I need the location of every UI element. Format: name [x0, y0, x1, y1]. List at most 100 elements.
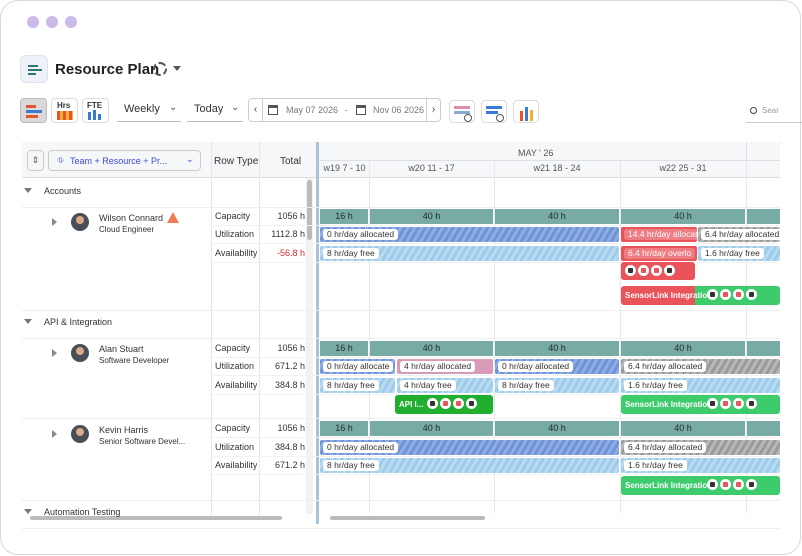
capacity-bar: [747, 421, 780, 436]
resource-role: Cloud Engineer: [99, 225, 155, 234]
project-name: SensorLink Integration: [625, 291, 713, 300]
project-bar[interactable]: [621, 262, 695, 280]
availability-label: 8 hr/day free: [323, 380, 379, 391]
status-icon: [720, 289, 731, 300]
status-icon: [707, 398, 718, 409]
capacity-bar: 16 h: [320, 341, 368, 356]
status-glyph: [456, 401, 461, 406]
week-label: w22 25 - 31: [659, 163, 707, 173]
capacity-bar: 40 h: [495, 341, 619, 356]
expand-caret[interactable]: [52, 349, 57, 357]
resource-role: Software Developer: [99, 356, 170, 365]
availability-bar: 4 hr/day free: [397, 378, 493, 393]
status-glyph: [710, 292, 715, 297]
utilization-label: 14.4 hr/day allocat: [624, 229, 697, 240]
row-total: 384.8 h: [274, 442, 305, 452]
availability-bar: 8 hr/day free: [495, 378, 619, 393]
settings-tool[interactable]: [449, 100, 475, 123]
group-name: Automation Testing: [44, 507, 121, 517]
utilization-label: 4 hr/day allocated: [400, 361, 476, 372]
end-date[interactable]: Nov 06 2026: [373, 105, 425, 115]
status-icon: [707, 289, 718, 300]
row-divider: [211, 357, 780, 358]
group-caret[interactable]: [24, 319, 32, 324]
utilization-bar: 4 hr/day allocated: [397, 359, 493, 374]
group-by-value: Team + Resource + Pr...: [70, 156, 168, 166]
kpi-tool[interactable]: [513, 100, 539, 123]
view-select[interactable]: Weekly ⌄: [117, 98, 181, 122]
start-date[interactable]: May 07 2026: [286, 105, 339, 115]
capacity-bar: [747, 209, 780, 224]
capacity-bar: 40 h: [621, 341, 745, 356]
project-name: API I...: [399, 400, 424, 409]
horizontal-scrollbar[interactable]: [320, 514, 780, 522]
calendar-icon[interactable]: [268, 105, 278, 115]
row-total: 384.8 h: [274, 380, 305, 390]
sort-button[interactable]: ⇕: [27, 150, 44, 171]
row-type: Availability: [215, 248, 258, 258]
today-value: Today: [194, 103, 224, 115]
next-button[interactable]: ›: [426, 99, 440, 121]
column-header: Total: [280, 156, 302, 167]
availability-bar: 1.6 hr/day free: [621, 458, 780, 473]
expand-caret[interactable]: [52, 430, 57, 438]
row-total: 1056 h: [277, 423, 305, 433]
status-icon: [625, 265, 636, 276]
date-separator: -: [345, 105, 348, 115]
status-glyph: [654, 268, 659, 273]
capacity-bar: 40 h: [370, 209, 493, 224]
group-caret[interactable]: [24, 509, 32, 514]
status-icon: [707, 479, 718, 490]
group-caret[interactable]: [24, 188, 32, 193]
status-icon: [733, 289, 744, 300]
splitter[interactable]: [316, 142, 319, 524]
row-total: 1056 h: [277, 343, 305, 353]
project-bar[interactable]: SensorLink Integration: [621, 476, 780, 495]
availability-label: 8 hr/day free: [498, 380, 554, 391]
status-icon: [664, 265, 675, 276]
status-glyph: [736, 482, 741, 487]
availability-label: 6.4 hr/day overlo: [624, 248, 696, 259]
fte-view-button[interactable]: FTE: [82, 98, 109, 123]
status-glyph: [723, 401, 728, 406]
settings-caret[interactable]: [173, 66, 181, 71]
group-by-select[interactable]: Team + Resource + Pr... ⛗ ⌄: [48, 150, 201, 171]
avatar: [71, 425, 89, 443]
hours-view-button[interactable]: Hrs: [51, 98, 78, 123]
project-bar[interactable]: SensorLink Integration: [621, 286, 780, 305]
avatar: [71, 344, 89, 362]
config-tool[interactable]: [481, 100, 507, 123]
today-select[interactable]: Today ⌄: [187, 98, 243, 122]
project-bar[interactable]: API I...: [395, 395, 493, 414]
availability-bar: 8 hr/day free: [320, 458, 619, 473]
horizontal-scrollbar[interactable]: [22, 514, 312, 522]
availability-bar: 8 hr/day free: [320, 378, 395, 393]
utilization-label: 6.4 hr/day allocated: [701, 229, 780, 240]
page-title: Resource Plan: [55, 61, 160, 78]
group-icon: ⛗: [57, 155, 65, 165]
row-type: Capacity: [215, 423, 251, 433]
utilization-bar: 6.4 hr/day allocated: [621, 440, 780, 455]
prev-button[interactable]: ‹: [249, 99, 263, 121]
search-box[interactable]: Sear: [746, 100, 802, 123]
availability-bar: 1.6 hr/day free: [698, 246, 780, 261]
row-divider: [22, 418, 780, 419]
group-name: API & Integration: [44, 317, 113, 327]
row-total: 1056 h: [277, 211, 305, 221]
status-icon: [746, 479, 757, 490]
vertical-scrollbar[interactable]: [306, 178, 313, 514]
hours-label: Hrs: [57, 101, 71, 110]
status-glyph: [749, 482, 754, 487]
fte-label: FTE: [87, 101, 103, 110]
status-icon: [466, 398, 477, 409]
status-glyph: [443, 401, 448, 406]
settings-button[interactable]: [153, 62, 167, 76]
avatar-face: [76, 428, 84, 436]
row-type: Capacity: [215, 211, 251, 221]
project-bar[interactable]: SensorLink Integration: [621, 395, 780, 414]
week-divider: [746, 161, 747, 513]
week-label: w19 7 - 10: [323, 163, 366, 173]
calendar-icon[interactable]: [356, 105, 366, 115]
expand-caret[interactable]: [52, 218, 57, 226]
gantt-view-button[interactable]: [20, 98, 47, 123]
